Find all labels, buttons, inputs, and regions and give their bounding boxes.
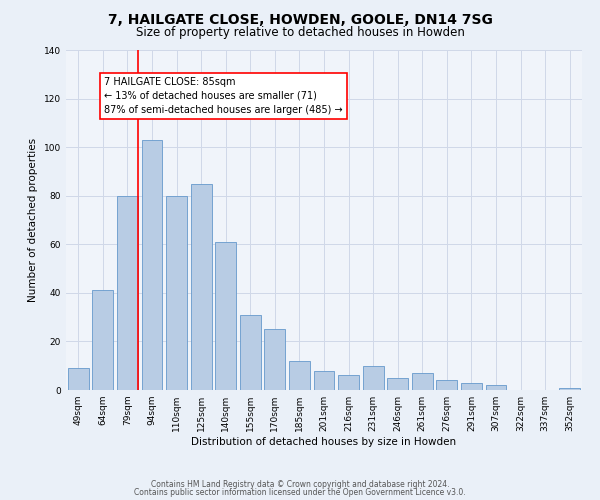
Text: 7, HAILGATE CLOSE, HOWDEN, GOOLE, DN14 7SG: 7, HAILGATE CLOSE, HOWDEN, GOOLE, DN14 7…	[107, 12, 493, 26]
Text: 7 HAILGATE CLOSE: 85sqm
← 13% of detached houses are smaller (71)
87% of semi-de: 7 HAILGATE CLOSE: 85sqm ← 13% of detache…	[104, 76, 343, 114]
Bar	[485, 385, 506, 390]
Bar	[314, 370, 334, 390]
Bar	[289, 361, 310, 390]
X-axis label: Distribution of detached houses by size in Howden: Distribution of detached houses by size …	[191, 437, 457, 447]
Bar	[215, 242, 236, 390]
Text: Size of property relative to detached houses in Howden: Size of property relative to detached ho…	[136, 26, 464, 39]
Bar	[362, 366, 383, 390]
Bar	[117, 196, 138, 390]
Bar	[142, 140, 163, 390]
Bar	[240, 314, 261, 390]
Bar	[68, 368, 89, 390]
Bar	[191, 184, 212, 390]
Bar	[387, 378, 408, 390]
Bar	[92, 290, 113, 390]
Bar	[461, 382, 482, 390]
Y-axis label: Number of detached properties: Number of detached properties	[28, 138, 38, 302]
Text: Contains HM Land Registry data © Crown copyright and database right 2024.: Contains HM Land Registry data © Crown c…	[151, 480, 449, 489]
Bar	[338, 376, 359, 390]
Bar	[166, 196, 187, 390]
Bar	[412, 373, 433, 390]
Bar	[265, 330, 286, 390]
Text: Contains public sector information licensed under the Open Government Licence v3: Contains public sector information licen…	[134, 488, 466, 497]
Bar	[559, 388, 580, 390]
Bar	[436, 380, 457, 390]
